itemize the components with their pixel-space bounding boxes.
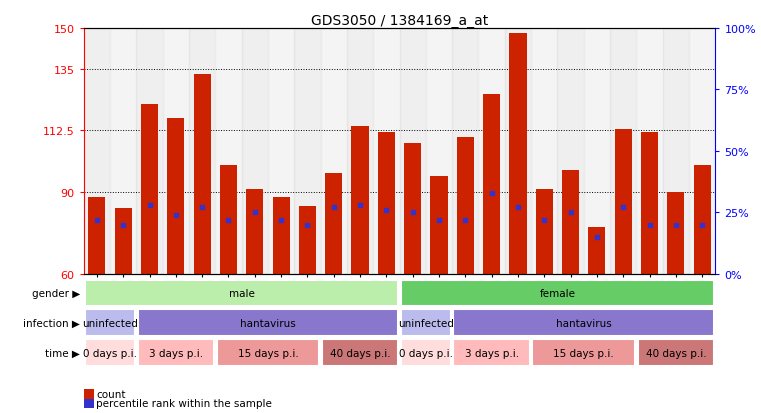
Text: female: female [540,288,575,298]
Bar [242,29,268,274]
Text: uninfected: uninfected [398,318,454,328]
Bar [584,29,610,274]
Bar [85,310,135,336]
Text: 40 days p.i.: 40 days p.i. [330,348,390,358]
Text: hantavirus: hantavirus [240,318,296,328]
Bar [533,339,635,366]
Bar [562,171,579,274]
Bar [483,94,500,274]
Bar [320,29,347,274]
Text: 3 days p.i.: 3 days p.i. [148,348,203,358]
Bar [638,339,714,366]
Text: 40 days p.i.: 40 days p.i. [645,348,706,358]
Bar [505,29,531,274]
Bar [136,29,163,274]
Bar [347,29,373,274]
Bar [163,29,189,274]
Bar [454,310,714,336]
Bar [401,280,714,306]
Bar [400,29,426,274]
Bar [693,165,711,274]
Bar [138,339,214,366]
Bar [217,339,320,366]
Text: 15 days p.i.: 15 days p.i. [553,348,614,358]
Bar [215,29,242,274]
Text: hantavirus: hantavirus [556,318,612,328]
Bar [401,310,451,336]
Bar [588,228,606,274]
Text: count: count [96,389,126,399]
Bar [663,29,689,274]
Bar [404,143,422,274]
Bar [138,310,398,336]
Title: GDS3050 / 1384169_a_at: GDS3050 / 1384169_a_at [311,14,488,28]
Bar [689,29,715,274]
Bar [220,165,237,274]
Bar [325,173,342,274]
Bar [641,133,658,274]
Text: 0 days p.i.: 0 days p.i. [83,348,137,358]
Bar [452,29,479,274]
Bar [479,29,505,274]
Text: gender ▶: gender ▶ [32,288,80,298]
Bar [457,138,474,274]
Bar [667,192,684,274]
Text: time ▶: time ▶ [45,348,80,358]
Bar [431,176,447,274]
Bar [531,29,557,274]
Bar [610,29,636,274]
Text: uninfected: uninfected [82,318,138,328]
Text: 0 days p.i.: 0 days p.i. [399,348,453,358]
Bar [454,339,530,366]
Bar [377,133,395,274]
Bar [85,280,398,306]
Bar [557,29,584,274]
Bar [268,29,295,274]
Bar [84,29,110,274]
Bar [85,339,135,366]
Text: male: male [228,288,255,298]
Bar [322,339,398,366]
Bar [110,29,136,274]
Bar [352,127,368,274]
Bar [189,29,215,274]
Text: infection ▶: infection ▶ [23,318,80,328]
Bar [247,190,263,274]
Bar [509,34,527,274]
Bar [272,198,290,274]
Bar [615,130,632,274]
Bar [115,209,132,274]
Bar [88,198,106,274]
Bar [141,105,158,274]
Bar [193,75,211,274]
Bar [426,29,452,274]
Bar [295,29,320,274]
Text: 15 days p.i.: 15 days p.i. [237,348,298,358]
Text: percentile rank within the sample: percentile rank within the sample [96,399,272,408]
Text: 3 days p.i.: 3 days p.i. [464,348,519,358]
Bar [536,190,552,274]
Bar [299,206,316,274]
Bar [636,29,663,274]
Bar [167,119,184,274]
Bar [401,339,451,366]
Bar [373,29,400,274]
